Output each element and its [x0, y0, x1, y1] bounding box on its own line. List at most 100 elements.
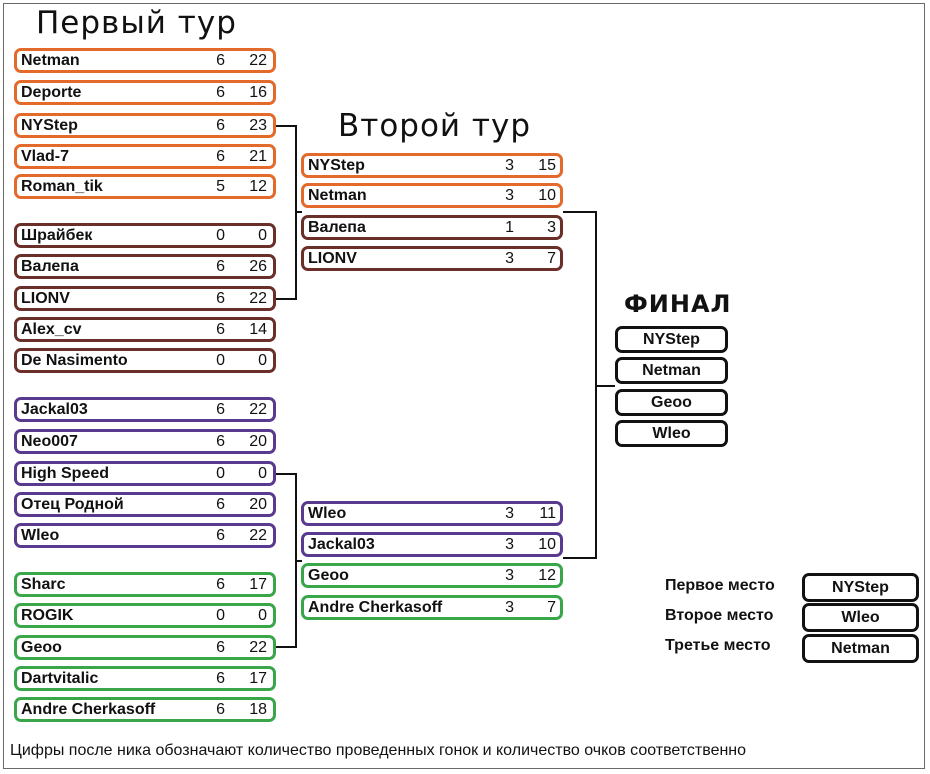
- round1-entry: De Nasimento 0 0: [14, 348, 276, 373]
- connector-line: [296, 560, 302, 562]
- second-place-box: Wleo: [802, 603, 919, 632]
- points-count: 0: [258, 465, 267, 482]
- player-name: Шрайбек: [21, 227, 93, 244]
- round1-entry: Dartvitalic 6 17: [14, 666, 276, 691]
- player-name: LIONV: [21, 290, 70, 307]
- player-name: Netman: [831, 640, 890, 657]
- races-count: 3: [505, 599, 514, 616]
- third-place-box: Netman: [802, 634, 919, 663]
- player-name: NYStep: [832, 579, 889, 596]
- final-entry: Wleo: [615, 420, 728, 447]
- races-count: 6: [216, 84, 225, 101]
- points-count: 14: [249, 321, 267, 338]
- races-count: 6: [216, 670, 225, 687]
- round1-entry: Отец Родной 6 20: [14, 492, 276, 517]
- races-count: 6: [216, 576, 225, 593]
- points-count: 0: [258, 227, 267, 244]
- points-count: 0: [258, 607, 267, 624]
- round1-title: Первый тур: [36, 5, 237, 41]
- races-count: 6: [216, 117, 225, 134]
- second-place-label: Второе место: [665, 607, 774, 624]
- round2-entry: Jackal03 3 10: [301, 532, 563, 557]
- player-name: Wleo: [841, 609, 880, 626]
- points-count: 15: [538, 157, 556, 174]
- races-count: 3: [505, 187, 514, 204]
- points-count: 10: [538, 187, 556, 204]
- round2-entry: Wleo 3 11: [301, 501, 563, 526]
- races-count: 3: [505, 250, 514, 267]
- final-entry: Netman: [615, 357, 728, 384]
- final-entry: NYStep: [615, 326, 728, 353]
- connector-line: [563, 557, 597, 559]
- round2-entry: Andre Cherkasoff 3 7: [301, 595, 563, 620]
- player-name: Alex_cv: [21, 321, 82, 338]
- points-count: 20: [249, 496, 267, 513]
- races-count: 6: [216, 321, 225, 338]
- round1-entry: Jackal03 6 22: [14, 397, 276, 422]
- player-name: Валепа: [21, 258, 79, 275]
- points-count: 18: [249, 701, 267, 718]
- player-name: Andre Cherkasoff: [21, 701, 156, 718]
- player-name: Geoo: [651, 394, 692, 411]
- player-name: Roman_tik: [21, 178, 103, 195]
- points-count: 0: [258, 352, 267, 369]
- races-count: 6: [216, 527, 225, 544]
- player-name: NYStep: [643, 331, 700, 348]
- player-name: Netman: [308, 187, 367, 204]
- player-name: High Speed: [21, 465, 110, 482]
- races-count: 6: [216, 258, 225, 275]
- points-count: 26: [249, 258, 267, 275]
- connector-line: [563, 211, 597, 213]
- connector-line: [276, 473, 297, 475]
- points-count: 22: [249, 52, 267, 69]
- races-count: 3: [505, 157, 514, 174]
- player-name: Netman: [642, 362, 701, 379]
- round1-entry: Alex_cv 6 14: [14, 317, 276, 342]
- player-name: Dartvitalic: [21, 670, 99, 687]
- final-title: ФИНАЛ: [624, 290, 732, 318]
- player-name: Sharc: [21, 576, 66, 593]
- player-name: LIONV: [308, 250, 357, 267]
- player-name: Wleo: [652, 425, 691, 442]
- round2-entry: LIONV 3 7: [301, 246, 563, 271]
- round1-entry: Andre Cherkasoff 6 18: [14, 697, 276, 722]
- races-count: 6: [216, 148, 225, 165]
- points-count: 12: [249, 178, 267, 195]
- races-count: 3: [505, 567, 514, 584]
- races-count: 6: [216, 639, 225, 656]
- player-name: De Nasimento: [21, 352, 128, 369]
- points-count: 12: [538, 567, 556, 584]
- player-name: Geoo: [21, 639, 62, 656]
- player-name: Отец Родной: [21, 496, 124, 513]
- round1-entry: Шрайбек 0 0: [14, 223, 276, 248]
- races-count: 5: [216, 178, 225, 195]
- footer-note: Цифры после ника обозначают количество п…: [10, 742, 747, 759]
- round1-entry: Sharc 6 17: [14, 572, 276, 597]
- round1-entry: Neo007 6 20: [14, 429, 276, 454]
- connector-line: [276, 298, 297, 300]
- round2-entry: NYStep 3 15: [301, 153, 563, 178]
- points-count: 22: [249, 290, 267, 307]
- player-name: Wleo: [21, 527, 60, 544]
- player-name: Vlad-7: [21, 148, 70, 165]
- races-count: 6: [216, 433, 225, 450]
- player-name: Jackal03: [308, 536, 375, 553]
- first-place-label: Первое место: [665, 577, 775, 594]
- races-count: 0: [216, 465, 225, 482]
- points-count: 3: [547, 219, 556, 236]
- points-count: 16: [249, 84, 267, 101]
- points-count: 11: [539, 505, 556, 522]
- points-count: 21: [249, 148, 267, 165]
- races-count: 6: [216, 401, 225, 418]
- races-count: 0: [216, 607, 225, 624]
- points-count: 7: [547, 599, 556, 616]
- first-place-box: NYStep: [802, 573, 919, 602]
- player-name: ROGIK: [21, 607, 74, 624]
- round1-entry: Netman 6 22: [14, 48, 276, 73]
- round1-entry: High Speed 0 0: [14, 461, 276, 486]
- races-count: 3: [505, 536, 514, 553]
- races-count: 6: [216, 701, 225, 718]
- player-name: Andre Cherkasoff: [308, 599, 443, 616]
- player-name: Geoo: [308, 567, 349, 584]
- races-count: 6: [216, 290, 225, 307]
